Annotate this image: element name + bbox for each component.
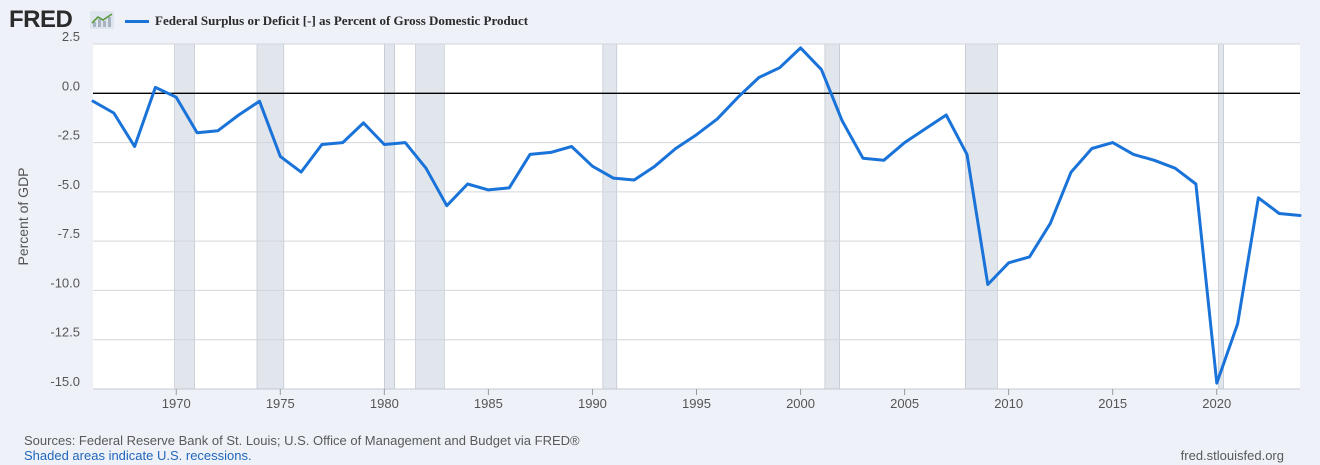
- x-tick-label: 2020: [1202, 396, 1231, 411]
- data-point: [945, 113, 948, 117]
- x-tick-label: 2015: [1098, 396, 1127, 411]
- data-point: [112, 111, 116, 115]
- data-point: [549, 151, 553, 154]
- data-point: [861, 157, 865, 160]
- sources-note: Sources: Federal Reserve Bank of St. Lou…: [24, 433, 580, 448]
- data-point: [445, 204, 448, 207]
- data-point: [716, 117, 719, 121]
- data-point: [424, 167, 428, 170]
- data-point: [1090, 147, 1094, 150]
- data-point: [924, 127, 927, 130]
- data-point: [653, 165, 657, 168]
- recession-band: [965, 43, 998, 390]
- data-point: [91, 99, 95, 103]
- data-point: [1236, 322, 1239, 326]
- data-point: [1007, 261, 1010, 265]
- chart-footer: Sources: Federal Reserve Bank of St. Lou…: [24, 433, 580, 463]
- data-point: [1215, 381, 1218, 385]
- x-tick-label: 1970: [162, 396, 191, 411]
- data-point: [965, 153, 969, 156]
- data-point: [508, 186, 511, 190]
- fred-logo[interactable]: FRED: [9, 6, 73, 33]
- recession-band: [602, 43, 618, 390]
- x-tick-label: 2010: [994, 396, 1023, 411]
- data-point: [612, 176, 615, 180]
- data-point: [216, 129, 220, 132]
- data-point: [383, 143, 386, 146]
- recession-band: [384, 43, 396, 390]
- data-point: [466, 182, 469, 186]
- data-point: [1153, 159, 1156, 162]
- recession-band: [174, 43, 195, 390]
- data-point: [175, 96, 178, 99]
- data-point: [1298, 214, 1302, 217]
- x-tick-label: 2005: [890, 396, 919, 411]
- data-point: [882, 159, 885, 162]
- legend-series-label: Federal Surplus or Deficit [-] as Percen…: [155, 13, 529, 28]
- x-tick-label: 2000: [786, 396, 815, 411]
- data-point: [1132, 153, 1135, 156]
- data-point: [591, 165, 594, 168]
- x-tick-label: 1985: [474, 396, 503, 411]
- data-point: [1069, 170, 1073, 174]
- x-tick-label: 1980: [370, 396, 399, 411]
- data-point: [757, 76, 761, 79]
- data-point: [133, 145, 136, 148]
- data-point: [840, 119, 844, 123]
- data-point: [341, 141, 344, 144]
- data-point: [674, 147, 677, 150]
- y-tick-label: -12.5: [50, 325, 80, 340]
- data-point: [1111, 141, 1114, 144]
- recession-band: [1218, 43, 1224, 390]
- data-point: [632, 178, 636, 182]
- legend-swatch: [125, 20, 149, 23]
- y-tick-label: -5.0: [58, 177, 80, 192]
- data-point: [736, 96, 740, 99]
- site-link[interactable]: fred.stlouisfed.org: [1180, 448, 1284, 463]
- y-tick-label: -2.5: [58, 128, 80, 143]
- line-chart: 2.5 0.0 -2.5 -5.0 -7.5 -10.0 -12.5 -15.0 1970 197…: [15, 30, 1302, 411]
- data-point: [299, 170, 303, 174]
- recession-note: Shaded areas indicate U.S. recessions.: [24, 448, 252, 463]
- y-tick-label: -15.0: [50, 374, 80, 389]
- data-point: [820, 68, 823, 71]
- data-point: [154, 86, 157, 89]
- data-point: [903, 141, 906, 144]
- data-point: [1173, 167, 1177, 170]
- data-point: [570, 145, 573, 148]
- data-point: [1194, 182, 1198, 186]
- data-point: [799, 46, 802, 50]
- x-tick-label: 1975: [266, 396, 295, 411]
- x-tick-label: 1990: [578, 396, 607, 411]
- data-point: [258, 99, 261, 103]
- y-tick-label: 0.0: [62, 78, 80, 93]
- data-point: [487, 188, 490, 192]
- data-point: [986, 283, 990, 286]
- y-tick-label: -10.0: [50, 275, 80, 290]
- data-point: [1028, 255, 1031, 259]
- data-point: [279, 155, 282, 158]
- y-tick-label: -7.5: [58, 226, 80, 241]
- data-point: [237, 113, 240, 117]
- data-point: [403, 141, 407, 144]
- data-point: [1049, 222, 1052, 225]
- data-point: [320, 143, 324, 146]
- y-axis-label: Percent of GDP: [15, 167, 31, 265]
- data-point: [195, 131, 199, 134]
- y-tick-label: 2.5: [62, 30, 80, 44]
- plot-area: [93, 44, 1300, 389]
- chart-header: FRED Federal Surplus or Deficit [-] as P…: [0, 0, 1320, 40]
- trend-chart-icon: [90, 11, 114, 29]
- data-point: [1277, 212, 1281, 215]
- recession-band: [256, 43, 285, 390]
- data-point: [528, 153, 532, 156]
- recession-band: [415, 43, 445, 390]
- data-point: [1257, 196, 1260, 199]
- data-point: [362, 121, 365, 125]
- x-tick-label: 1995: [682, 396, 711, 411]
- data-point: [695, 133, 698, 136]
- data-point: [778, 66, 781, 69]
